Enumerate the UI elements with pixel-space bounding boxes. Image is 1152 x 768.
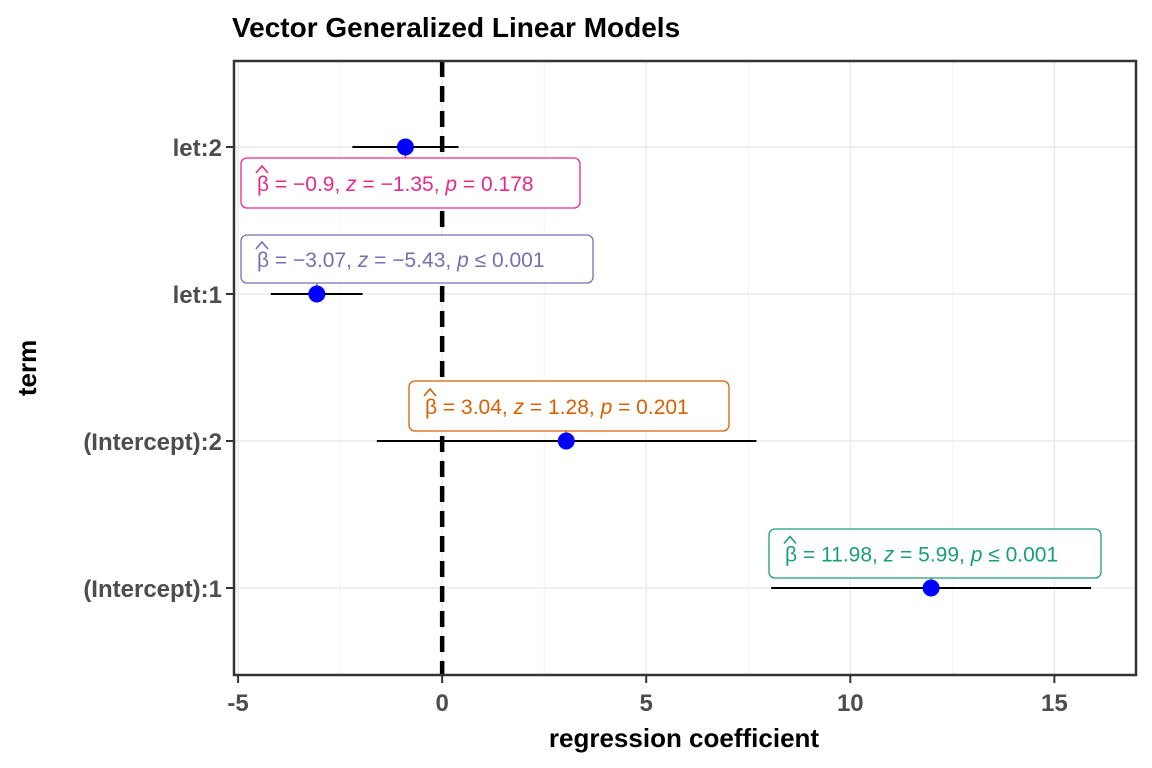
beta-hat-glyph xyxy=(783,535,797,545)
y-tick-label: let:2 xyxy=(173,135,222,162)
y-tick-label: let:1 xyxy=(173,282,222,309)
coefficient-label: β = −0.9, z = −1.35, p = 0.178 xyxy=(240,157,581,209)
label-text: β = 3.04, z = 1.28, p = 0.201 xyxy=(425,396,689,419)
label-text-part: z xyxy=(357,249,369,272)
label-text-part: p xyxy=(444,173,457,196)
label-text-part: β xyxy=(257,173,269,196)
beta-hat-glyph xyxy=(423,387,437,397)
label-text-part: p xyxy=(456,249,469,272)
panel-border xyxy=(232,59,1138,677)
label-text-part: = 0.201 xyxy=(612,396,688,419)
label-text: β = −3.07, z = −5.43, p ≤ 0.001 xyxy=(257,249,545,272)
label-text-part: = 5.99, xyxy=(894,544,970,567)
chart-title: Vector Generalized Linear Models xyxy=(232,12,680,43)
estimate-point xyxy=(922,579,940,597)
beta-hat-glyph xyxy=(255,164,269,174)
label-text-part: ≤ 0.001 xyxy=(469,249,545,272)
estimate-point xyxy=(557,432,575,450)
coefficient-label: β = 3.04, z = 1.28, p = 0.201 xyxy=(408,380,730,432)
y-tick-label: (Intercept):1 xyxy=(83,576,222,603)
estimate-point xyxy=(396,138,414,156)
label-text-part: = −1.35, xyxy=(357,173,446,196)
label-text-part: = 1.28, xyxy=(524,396,600,419)
label-text-part: p xyxy=(600,396,613,419)
label-text-part: z xyxy=(883,544,895,567)
label-text-part: = −0.9, xyxy=(269,173,346,196)
label-text: β = −0.9, z = −1.35, p = 0.178 xyxy=(257,173,534,196)
marks xyxy=(270,146,1092,589)
y-axis-title: term xyxy=(12,340,42,396)
beta-hat-glyph xyxy=(255,240,269,250)
label-text-part: = 11.98, xyxy=(797,544,884,567)
label-text-part: β xyxy=(257,249,269,272)
label-text-part: z xyxy=(513,396,525,419)
label-text-part: β xyxy=(785,544,797,567)
label-text-part: p xyxy=(970,544,983,567)
coefficient-label: β = −3.07, z = −5.43, p ≤ 0.001 xyxy=(240,234,594,284)
x-tick-labels: -5 0 5 10 15 xyxy=(227,675,1068,717)
x-tick-label: 0 xyxy=(435,690,448,717)
label-text-part: = −3.07, xyxy=(269,249,358,272)
x-tick-label: 10 xyxy=(837,690,864,717)
x-tick-label: 5 xyxy=(640,690,653,717)
x-tick-label: 15 xyxy=(1041,690,1068,717)
label-box xyxy=(408,380,730,432)
x-tick-label: -5 xyxy=(227,690,248,717)
grid xyxy=(234,61,1136,675)
label-box xyxy=(240,234,594,284)
label-box xyxy=(240,157,581,209)
y-tick-label: (Intercept):2 xyxy=(83,429,222,456)
label-text: β = 11.98, z = 5.99, p ≤ 0.001 xyxy=(785,544,1058,567)
x-axis-title: regression coefficient xyxy=(549,723,820,753)
label-text-part: = 3.04, xyxy=(437,396,513,419)
label-text-part: = −5.43, xyxy=(368,249,457,272)
coefficient-label: β = 11.98, z = 5.99, p ≤ 0.001 xyxy=(768,528,1102,579)
annotation-labels: β = 11.98, z = 5.99, p ≤ 0.001 β = 3.04, … xyxy=(240,138,1102,597)
label-text-part: β xyxy=(425,396,437,419)
label-text-part: ≤ 0.001 xyxy=(982,544,1058,567)
estimate-point xyxy=(308,285,326,303)
label-box xyxy=(768,528,1102,579)
y-tick-labels: (Intercept):1 (Intercept):2 let:1 let:2 xyxy=(83,135,234,603)
label-text-part: = 0.178 xyxy=(457,173,533,196)
label-text-part: z xyxy=(345,173,357,196)
